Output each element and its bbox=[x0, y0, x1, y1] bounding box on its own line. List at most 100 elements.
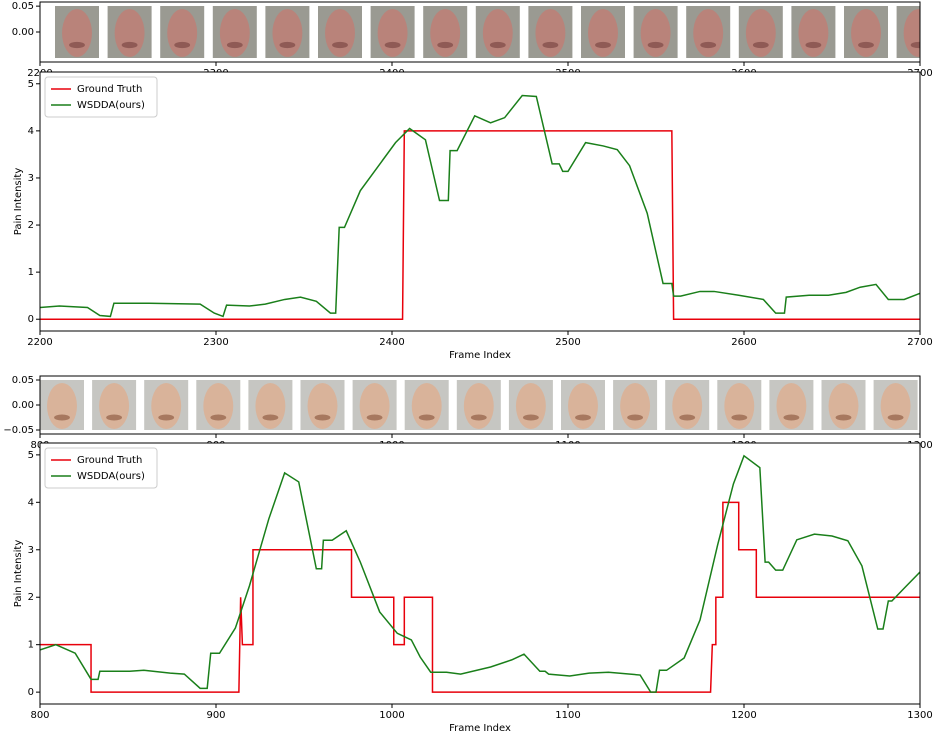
lines bbox=[40, 94, 920, 320]
face bbox=[588, 9, 618, 57]
face-shade bbox=[542, 41, 559, 49]
y-tick-label: 0.00 bbox=[12, 400, 34, 411]
y-tick-label: 5 bbox=[28, 79, 34, 90]
face-shade bbox=[106, 414, 123, 421]
legend-box bbox=[44, 76, 158, 118]
y-tick-label: 0.05 bbox=[12, 375, 34, 386]
y-tick-label: 1 bbox=[28, 267, 34, 278]
face bbox=[776, 383, 807, 429]
face bbox=[430, 9, 461, 57]
face-shade bbox=[174, 41, 191, 49]
face bbox=[568, 383, 598, 429]
face bbox=[99, 383, 130, 429]
face bbox=[203, 383, 234, 429]
face bbox=[377, 9, 408, 57]
face-shade bbox=[121, 41, 138, 49]
subplot: 0.050.00−0.058009001000110012001300 bbox=[3, 375, 932, 451]
y-tick-label: 0 bbox=[28, 687, 34, 698]
face bbox=[903, 9, 920, 57]
x-tick-label: 900 bbox=[206, 710, 225, 721]
face bbox=[482, 9, 513, 57]
face bbox=[151, 383, 182, 429]
face-shade bbox=[54, 414, 70, 421]
face-shade bbox=[783, 414, 800, 421]
x-axis-label: Frame Index bbox=[449, 723, 511, 734]
face-shade bbox=[679, 414, 696, 421]
y-tick-label: 1 bbox=[28, 640, 34, 651]
face bbox=[359, 383, 390, 429]
y-tick-label: 0.00 bbox=[12, 27, 34, 38]
plot-background bbox=[40, 443, 920, 704]
face bbox=[411, 383, 442, 429]
y-tick-label: 4 bbox=[28, 126, 34, 137]
face-shade bbox=[627, 414, 644, 421]
plot-background bbox=[40, 72, 920, 331]
y-tick-label: 3 bbox=[28, 173, 34, 184]
face-shade bbox=[489, 41, 506, 49]
x-tick-label: 2700 bbox=[907, 337, 932, 348]
face-shade bbox=[805, 41, 822, 49]
face-shade bbox=[226, 41, 243, 49]
face-shade bbox=[887, 414, 904, 421]
face bbox=[325, 9, 355, 57]
y-tick-label: 0 bbox=[28, 314, 34, 325]
face-shade bbox=[384, 41, 401, 49]
face-shade bbox=[752, 41, 769, 49]
face bbox=[672, 383, 703, 429]
axes-frame bbox=[39, 375, 921, 435]
legend-label: Ground Truth bbox=[77, 84, 142, 95]
face-shade bbox=[332, 41, 348, 49]
series-line bbox=[40, 501, 920, 693]
y-tick-label: −0.05 bbox=[3, 425, 34, 436]
face bbox=[693, 9, 724, 57]
face bbox=[167, 9, 198, 57]
face bbox=[620, 383, 651, 429]
face bbox=[828, 383, 859, 429]
x-axis-label: Frame Index bbox=[449, 350, 511, 361]
y-tick-label: 3 bbox=[28, 545, 34, 556]
face-shade bbox=[575, 414, 591, 421]
x-tick-label: 2400 bbox=[379, 337, 404, 348]
x-tick-label: 1100 bbox=[555, 710, 580, 721]
face bbox=[463, 383, 494, 429]
face bbox=[62, 9, 92, 57]
face bbox=[880, 383, 911, 429]
series-line bbox=[40, 130, 920, 320]
legend-label: WSDDA(ours) bbox=[77, 471, 145, 482]
subplot: 0 1 2 3 4 5 2200 2300 2400 2500 2600 2700 Frame Inde… bbox=[13, 71, 933, 361]
face-shade bbox=[470, 414, 487, 421]
x-tick-label: 2200 bbox=[27, 337, 52, 348]
series-line bbox=[40, 454, 920, 693]
axes-frame bbox=[39, 1, 921, 63]
face bbox=[640, 9, 671, 57]
y-tick-label: 5 bbox=[28, 450, 34, 461]
face bbox=[515, 383, 546, 429]
y-tick-label: 2 bbox=[28, 220, 34, 231]
x-tick-label: 2300 bbox=[203, 337, 228, 348]
face bbox=[745, 9, 776, 57]
face-shade bbox=[522, 414, 539, 421]
x-tick-label: 2500 bbox=[555, 337, 580, 348]
face bbox=[307, 383, 338, 429]
subplot: 0 1 2 3 4 5 800 900 1000 1100 1200 1300 Frame Index P… bbox=[13, 442, 933, 734]
face bbox=[851, 9, 881, 57]
face-shade bbox=[835, 414, 852, 421]
y-tick-label: 0.05 bbox=[12, 1, 34, 12]
y-tick-label: 4 bbox=[28, 497, 34, 508]
y-tick-label: 2 bbox=[28, 592, 34, 603]
face-shade bbox=[210, 414, 227, 421]
face-shade bbox=[731, 414, 748, 421]
face bbox=[114, 9, 145, 57]
face-shade bbox=[69, 41, 85, 49]
face bbox=[724, 383, 755, 429]
face bbox=[272, 9, 303, 57]
face-shade bbox=[700, 41, 717, 49]
lines bbox=[40, 454, 920, 693]
face-shade bbox=[158, 414, 175, 421]
face bbox=[47, 383, 77, 429]
axes-frame bbox=[39, 71, 921, 332]
x-tick-label: 2600 bbox=[731, 337, 756, 348]
y-axis-label: Pain Intensity bbox=[13, 540, 24, 608]
face bbox=[219, 9, 250, 57]
